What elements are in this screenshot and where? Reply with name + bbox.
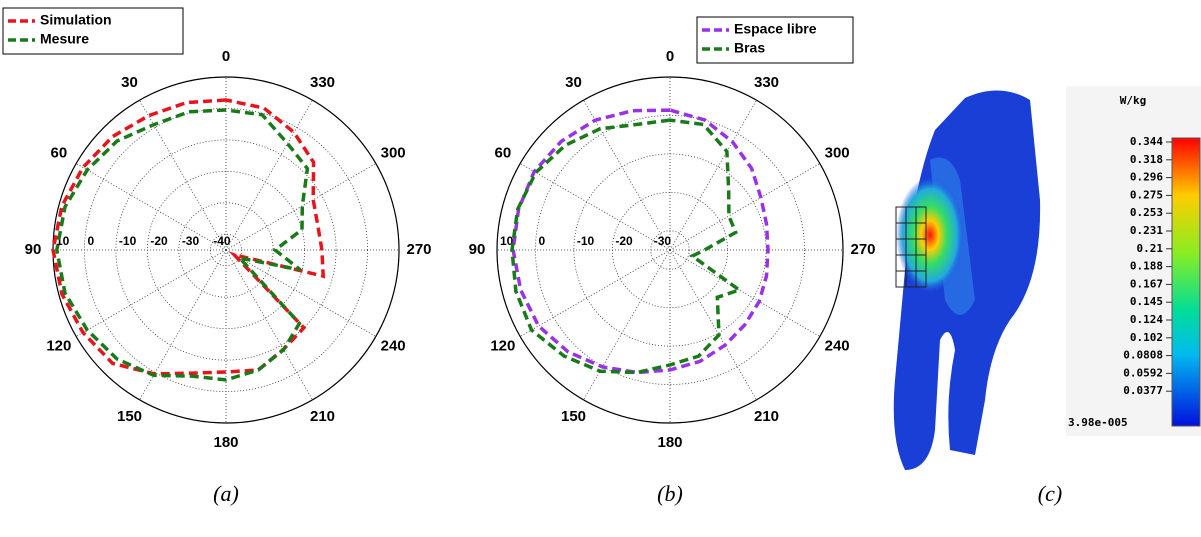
theta-tick-label: 150 <box>117 408 142 425</box>
colorbar <box>1171 137 1201 427</box>
colorbar-tick-label: 0.102 <box>1130 331 1163 344</box>
colorbar-tick-label: 0.188 <box>1130 260 1163 273</box>
series-line <box>511 108 770 375</box>
colorbar-tick-label: 0.231 <box>1130 224 1163 237</box>
colorbar-tick-label: 0.0592 <box>1123 366 1163 379</box>
sar-image <box>893 86 1201 471</box>
r-tick-label: -10 <box>577 234 595 248</box>
spoke <box>519 249 671 337</box>
legend-label: Bras <box>734 40 765 56</box>
spoke <box>519 163 671 251</box>
theta-tick-label: 270 <box>850 241 875 258</box>
theta-tick-label: 60 <box>495 144 512 161</box>
colorbar-tick-label: 0.145 <box>1130 295 1163 308</box>
theta-tick-label: 150 <box>561 408 586 425</box>
spoke <box>669 163 821 251</box>
antenna-grid <box>895 206 927 288</box>
r-tick-label: -40 <box>213 234 231 248</box>
grid-ring <box>115 139 337 361</box>
theta-tick-label: 180 <box>657 434 682 451</box>
r-tick-label: 0 <box>87 234 94 248</box>
colorbar-tick-label: 0.344 <box>1130 135 1163 148</box>
theta-tick-label: 90 <box>469 241 486 258</box>
theta-tick-label: 300 <box>381 144 406 161</box>
series-line <box>55 108 310 382</box>
theta-tick-label: 90 <box>25 241 42 258</box>
spoke <box>225 163 377 251</box>
legend-box <box>2 7 184 55</box>
theta-tick-label: 30 <box>565 74 582 91</box>
panel-label: (c) <box>1038 481 1062 506</box>
theta-tick-label: 240 <box>381 337 406 354</box>
theta-tick-label: 120 <box>46 337 71 354</box>
colorbar-tick-label: 0.21 <box>1137 242 1164 255</box>
theta-tick-label: 330 <box>310 74 335 91</box>
theta-tick-label: 120 <box>490 337 515 354</box>
r-tick-label: -30 <box>182 234 200 248</box>
theta-tick-label: 0 <box>222 48 230 65</box>
theta-tick-label: 240 <box>825 337 850 354</box>
panel-label: (b) <box>657 481 683 506</box>
legend-label: Simulation <box>40 12 112 28</box>
legend-box <box>696 16 854 64</box>
colorbar-tick-label: 0.318 <box>1130 153 1163 166</box>
colorbar-tick-label: 0.0377 <box>1123 384 1163 397</box>
r-tick-label: -10 <box>119 234 137 248</box>
colorbar-tick-label: 3.98e-005 <box>1068 416 1128 429</box>
spoke <box>583 249 671 401</box>
spoke <box>225 99 313 251</box>
colorbar-unit: W/kg <box>1120 94 1147 107</box>
spoke <box>669 249 821 337</box>
outer-circle <box>496 76 844 424</box>
theta-tick-label: 0 <box>666 48 674 65</box>
spoke <box>75 163 227 251</box>
theta-tick-label: 30 <box>121 74 138 91</box>
r-tick-label: -20 <box>615 234 633 248</box>
series-line <box>510 118 744 375</box>
colorbar-tick-label: 0.275 <box>1130 188 1163 201</box>
spoke <box>225 249 377 337</box>
legend-label: Mesure <box>40 31 89 47</box>
colorbar-tick-label: 0.167 <box>1130 277 1163 290</box>
spoke <box>669 249 757 401</box>
r-tick-label: 0 <box>538 234 545 248</box>
theta-tick-label: 300 <box>825 144 850 161</box>
theta-tick-label: 60 <box>51 144 68 161</box>
panel-label: (a) <box>213 481 239 506</box>
spoke <box>225 249 313 401</box>
theta-tick-label: 210 <box>310 408 335 425</box>
legend-label: Espace libre <box>734 21 817 37</box>
grid-ring <box>535 115 805 385</box>
grid-ring <box>650 230 690 270</box>
theta-tick-label: 210 <box>754 408 779 425</box>
spoke <box>139 99 227 251</box>
r-tick-label: 10 <box>500 234 514 248</box>
spoke <box>75 249 227 337</box>
r-tick-label: -30 <box>654 234 672 248</box>
colorbar-tick-label: 0.0808 <box>1123 349 1163 362</box>
spoke <box>583 99 671 251</box>
theta-tick-label: 180 <box>213 434 238 451</box>
r-tick-label: -20 <box>150 234 168 248</box>
colorbar-tick-label: 0.253 <box>1130 206 1163 219</box>
colorbar-tick-label: 0.124 <box>1130 313 1163 326</box>
theta-tick-label: 330 <box>754 74 779 91</box>
hotspot <box>896 177 964 293</box>
spoke <box>669 99 757 251</box>
theta-tick-label: 270 <box>406 241 431 258</box>
colorbar-tick-label: 0.296 <box>1130 171 1163 184</box>
